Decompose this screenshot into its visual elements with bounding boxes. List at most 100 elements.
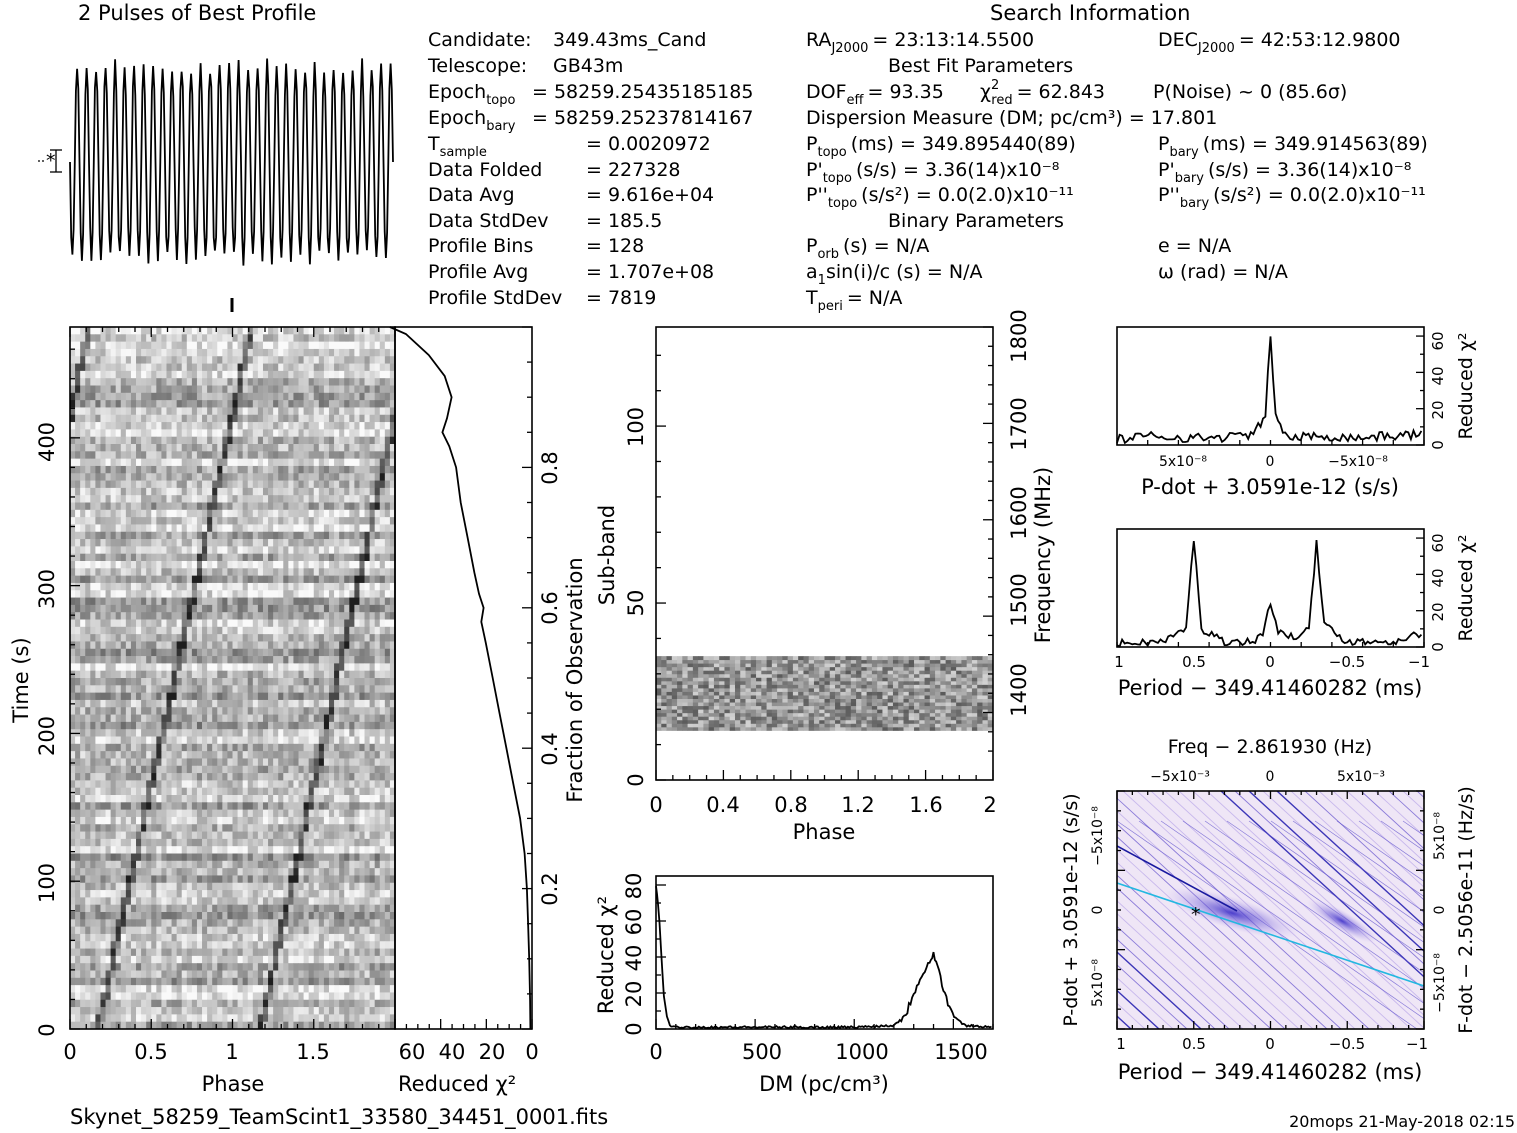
time-phase-cell (141, 634, 147, 642)
time-phase-cell (100, 509, 106, 518)
time-phase-cell (242, 575, 249, 584)
time-phase-cell (303, 780, 310, 789)
time-phase-cell (313, 773, 320, 781)
time-phase-cell (334, 575, 340, 584)
time-phase-cell (151, 444, 157, 452)
time-phase-cell (354, 685, 360, 694)
time-phase-cell (252, 882, 259, 891)
time-phase-cell (237, 356, 244, 364)
time-phase-cell (75, 553, 81, 562)
time-phase-cell (156, 473, 162, 481)
time-phase-cell (318, 539, 325, 547)
time-phase-cell (273, 597, 279, 606)
time-phase-cell (288, 385, 294, 394)
time-phase-cell (186, 370, 193, 379)
time-phase-cell (227, 846, 233, 854)
time-phase-cell (369, 626, 376, 635)
time-phase-cell (227, 670, 233, 679)
time-phase-cell (298, 751, 304, 759)
time-phase-cell (278, 444, 284, 452)
time-phase-cell (115, 802, 122, 811)
time-phase-cell (85, 831, 91, 840)
time-phase-cell (70, 838, 76, 847)
time-phase-cell (354, 487, 360, 496)
time-phase-cell (156, 721, 162, 730)
time-phase-cell (85, 575, 91, 584)
time-phase-cell (298, 502, 304, 511)
time-phase-cell (334, 444, 340, 452)
time-phase-cell (151, 568, 157, 577)
time-phase-cell (80, 597, 86, 606)
time-phase-cell (237, 363, 244, 372)
time-phase-cell (242, 795, 249, 803)
time-phase-cell (237, 663, 244, 672)
time-phase-cell (247, 714, 254, 723)
time-phase-cell (339, 853, 345, 862)
time-phase-cell (293, 751, 299, 759)
time-phase-cell (389, 334, 396, 343)
time-phase-cell (156, 400, 162, 408)
time-phase-cell (222, 546, 228, 555)
time-phase-cell (273, 765, 279, 774)
time-phase-cell (207, 743, 213, 752)
time-phase-cell (339, 348, 345, 357)
time-phase-cell (227, 758, 233, 767)
time-phase-cell (181, 795, 188, 803)
time-phase-cell (298, 422, 304, 430)
time-phase-cell (130, 853, 137, 862)
time-phase-cell (242, 334, 249, 343)
time-phase-cell (374, 524, 381, 533)
time-phase-cell (176, 407, 183, 416)
time-phase-cell (100, 327, 106, 335)
time-phase-cell (364, 597, 371, 606)
time-phase-cell (222, 692, 228, 701)
time-phase-cell (232, 758, 238, 767)
time-phase-cell (344, 714, 350, 723)
time-phase-cell (369, 751, 376, 759)
time-phase-cell (227, 370, 233, 379)
time-phase-cell (298, 429, 304, 438)
time-phase-cell (196, 502, 203, 511)
time-phase-cell (80, 780, 86, 789)
time-phase-cell (196, 487, 203, 496)
time-phase-cell (242, 473, 249, 481)
time-phase-cell (75, 626, 81, 635)
time-phase-cell (227, 348, 233, 357)
time-phase-cell (120, 392, 127, 401)
time-phase-cell (146, 882, 152, 891)
time-phase-cell (273, 641, 279, 650)
time-phase-cell (191, 824, 198, 832)
time-phase-cell (298, 626, 304, 635)
time-phase-cell (379, 604, 386, 613)
time-phase-cell (308, 868, 315, 876)
time-phase-cell (349, 546, 355, 555)
time-phase-cell (176, 590, 183, 598)
time-phase-cell (80, 692, 86, 701)
time-phase-cell (125, 473, 132, 481)
time-phase-cell (105, 773, 112, 781)
time-phase-cell (334, 678, 340, 686)
time-phase-cell (161, 612, 167, 620)
time-phase-cell (242, 868, 249, 876)
time-phase-cell (262, 407, 269, 416)
time-phase-cell (115, 465, 122, 474)
time-phase-cell (217, 444, 223, 452)
time-phase-cell (359, 787, 365, 796)
time-phase-cell (252, 853, 259, 862)
time-phase-cell (217, 327, 223, 335)
time-phase-cell (242, 341, 249, 350)
time-phase-cell (110, 502, 117, 511)
time-phase-cell (186, 465, 193, 474)
time-phase-cell (354, 604, 360, 613)
time-phase-cell (80, 729, 86, 737)
time-phase-cell (75, 582, 81, 591)
time-phase-cell (344, 451, 350, 460)
time-phase-cell (120, 758, 127, 767)
time-phase-cell (80, 385, 86, 394)
time-phase-cell (161, 824, 167, 832)
time-phase-cell (191, 795, 198, 803)
time-phase-cell (202, 604, 208, 613)
time-phase-cell (318, 787, 325, 796)
time-phase-cell (339, 699, 345, 708)
time-phase-cell (344, 743, 350, 752)
